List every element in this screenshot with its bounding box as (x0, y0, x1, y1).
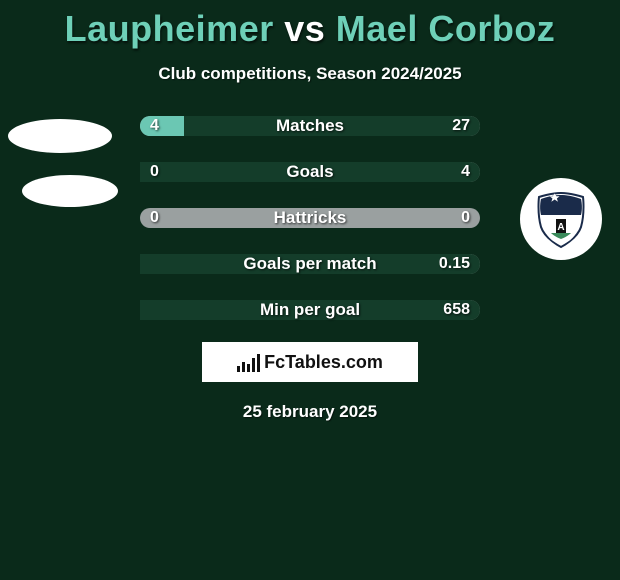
subtitle: Club competitions, Season 2024/2025 (0, 64, 620, 84)
stat-value-left: 0 (150, 209, 159, 227)
stat-row: Goals per match0.15 (140, 254, 480, 274)
fctables-logo: FcTables.com (202, 342, 418, 382)
stat-value-right: 0.15 (439, 255, 470, 273)
stat-row: Goals0 4 (140, 162, 480, 182)
comparison-title: Laupheimer vs Mael Corboz (0, 0, 620, 50)
stat-label: Goals per match (140, 254, 480, 274)
stat-value-right: 4 (461, 163, 470, 181)
chart-icon (237, 352, 260, 372)
player1-name: Laupheimer (65, 8, 274, 49)
placeholder-oval (8, 119, 112, 153)
date-label: 25 february 2025 (0, 402, 620, 422)
stat-value-left: 0 (150, 163, 159, 181)
svg-text:A: A (557, 222, 564, 233)
stat-row: Hattricks0 0 (140, 208, 480, 228)
stat-value-right: 27 (452, 117, 470, 135)
placeholder-oval (22, 175, 118, 207)
stat-label: Matches (140, 116, 480, 136)
stat-label: Goals (140, 162, 480, 182)
player2-name: Mael Corboz (336, 8, 556, 49)
stat-row: Min per goal658 (140, 300, 480, 320)
stat-row: Matches4 27 (140, 116, 480, 136)
stat-value-right: 0 (461, 209, 470, 227)
stat-value-left: 4 (150, 117, 159, 135)
shield-icon: A (531, 189, 591, 249)
logo-text: FcTables.com (264, 352, 383, 373)
vs-connector: vs (284, 8, 325, 49)
stat-label: Min per goal (140, 300, 480, 320)
stat-label: Hattricks (140, 208, 480, 228)
club-badge-right: A (520, 178, 602, 260)
stat-value-right: 658 (443, 301, 470, 319)
